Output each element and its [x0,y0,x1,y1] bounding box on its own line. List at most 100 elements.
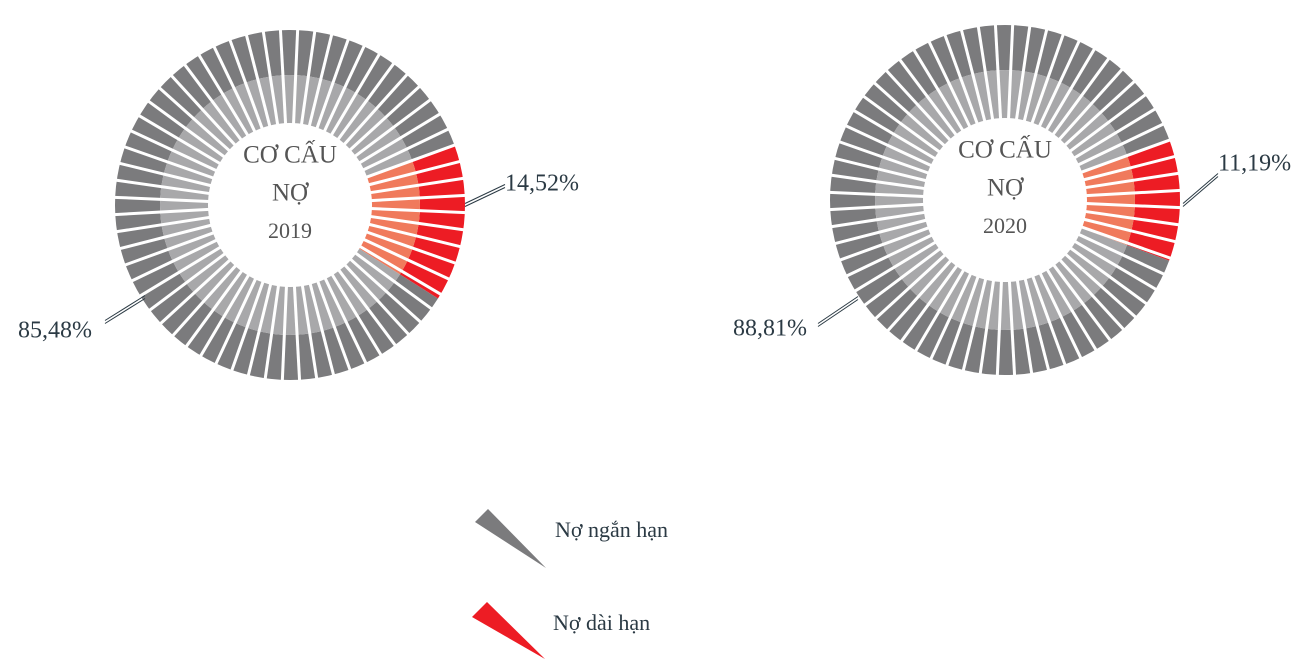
spoke-gap [114,207,210,217]
leader-line [817,299,859,327]
spoke-gap [1084,209,1180,227]
spoke-gap [123,145,215,180]
leader-line [464,187,506,207]
spoke-gap [1063,79,1136,147]
spoke-gap [148,252,227,312]
spoke-gap [1080,225,1172,260]
spoke-gap [852,109,937,161]
spoke-gap [292,285,302,381]
spoke-gap [862,94,941,154]
spoke-gap [337,268,397,347]
spoke-gap [1057,67,1124,141]
spoke-gap [368,159,461,187]
spoke-gap [370,207,466,215]
spoke-gap [927,40,972,128]
spoke-gap [368,222,462,249]
spoke-gap [1064,252,1138,319]
spoke-gap [118,161,212,188]
spoke-gap [370,193,466,203]
spoke-gap [184,269,244,348]
value-label: 11,19% [1218,151,1291,177]
spoke-gap [1022,28,1049,122]
spoke-gap [212,45,257,133]
spoke-gap [845,233,933,278]
spoke-gap [912,48,965,132]
spoke-gap [838,140,930,175]
spoke-gap [872,81,946,148]
spoke-gap [1077,122,1165,167]
spoke-gap [834,218,927,246]
center-subtitle: NỢ [272,180,309,207]
spoke-gap [884,69,952,142]
center-title: CƠ CẤU [243,140,337,169]
spoke-gap [246,283,273,377]
spoke-gap [844,124,933,168]
spoke-gap [329,52,381,137]
spoke-gap [978,279,996,375]
spoke-gap [853,240,937,293]
value-label: 85,48% [18,318,92,344]
spoke-gap [1015,279,1034,375]
spoke-gap [300,284,319,380]
spoke-gap [137,114,222,166]
spoke-gap [362,237,451,281]
legend-icon [475,509,546,568]
spoke-gap [829,202,925,212]
spoke-gap [1069,246,1148,306]
spoke-gap [829,190,925,198]
spoke-gap [115,215,211,234]
spoke-gap [138,245,222,298]
spoke-gap [261,30,280,126]
spoke-gap [830,210,926,229]
spoke-gap [244,34,272,127]
spoke-gap [1007,280,1017,376]
spoke-gap [945,275,980,367]
spoke-gap [362,127,450,172]
spoke-gap [358,112,442,165]
spoke-gap [159,258,232,326]
spoke-gap [157,86,231,153]
spoke-gap [1068,93,1147,153]
leader-line [464,184,506,204]
spoke-gap [353,98,432,158]
spoke-gap [1030,33,1065,125]
spoke-gap [343,263,411,336]
leader-line [817,296,859,324]
spoke-gap [365,143,456,179]
spoke-gap [365,230,457,265]
spoke-gap [348,84,421,152]
spoke-gap [839,226,930,262]
spoke-gap [199,273,251,358]
spoke-gap [1038,272,1083,360]
spoke-gap [1083,154,1176,182]
spoke-gap [886,259,953,333]
spoke-gap [129,129,218,173]
spoke-gap [228,39,264,130]
spoke-gap [263,284,281,380]
spoke-gap [349,257,423,324]
spoke-gap [1073,239,1158,291]
legend-label: Nợ ngắn hạn [555,517,668,542]
spoke-gap [959,29,987,122]
spoke-gap [1044,47,1096,132]
spoke-gap [993,24,1003,120]
spoke-gap [114,195,210,203]
spoke-gap [1073,107,1157,160]
spoke-gap [1045,268,1098,352]
leader-line [104,298,146,324]
spoke-gap [308,283,336,376]
spoke-gap [315,38,350,130]
spoke-gap [1023,278,1051,371]
spoke-gap [929,272,973,361]
spoke-gap [230,280,265,372]
spoke-gap [354,251,433,311]
spoke-gap [171,264,238,338]
leader-line [1182,176,1219,207]
spoke-gap [115,178,211,196]
value-label: 88,81% [733,316,807,342]
spoke-gap [1077,232,1166,276]
leader-line [1182,173,1219,204]
spoke-gap [342,72,409,146]
